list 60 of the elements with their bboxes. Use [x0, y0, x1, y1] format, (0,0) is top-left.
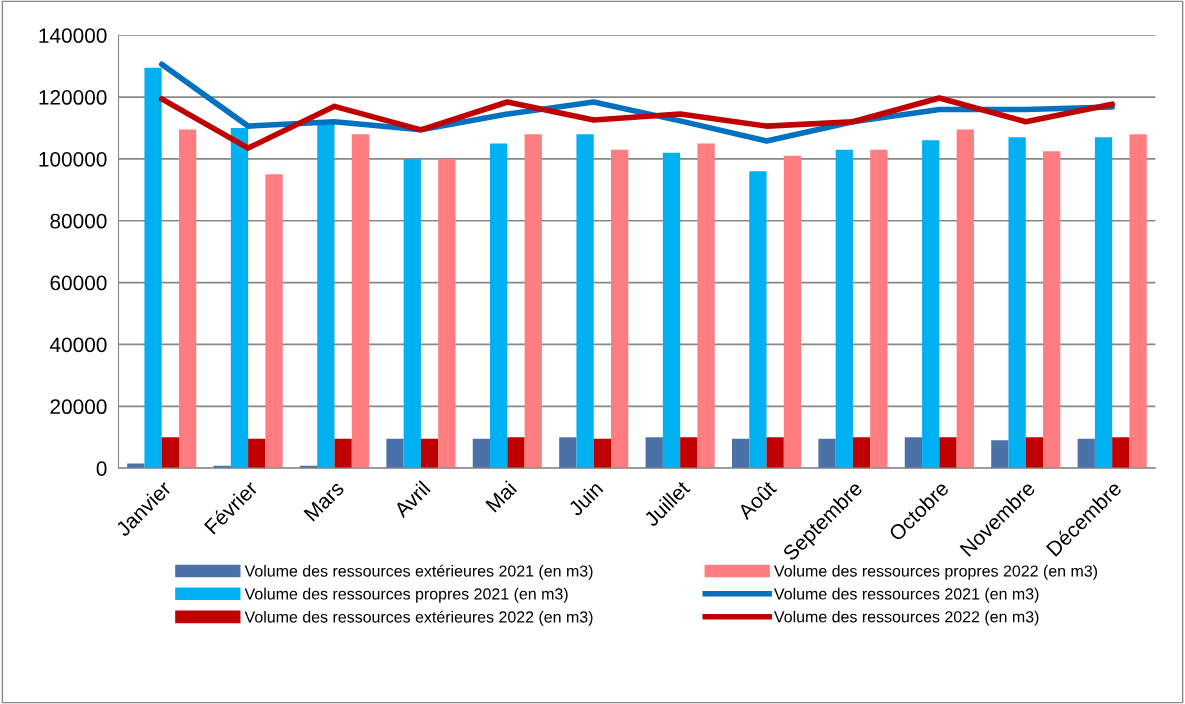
bar — [351, 134, 370, 469]
bar — [1077, 438, 1095, 469]
y-tick-label: 80000 — [50, 213, 107, 229]
bar — [248, 438, 266, 469]
y-tick-label: 0 — [96, 461, 107, 476]
bar — [645, 437, 663, 469]
bar — [662, 152, 681, 469]
legend-label: Volume des ressources propres 2022 (en m3) — [774, 564, 1098, 580]
legend-label: Volume des ressources propres 2021 (en m3) — [244, 587, 568, 603]
bar — [1043, 151, 1061, 469]
bar — [991, 440, 1009, 469]
legend-label: Volume des ressources 2021 (en m3) — [774, 587, 1039, 603]
y-tick-label: 20000 — [50, 399, 107, 415]
bar — [524, 134, 542, 469]
bar — [178, 129, 197, 469]
legend-label: Volume des ressources 2022 (en m3) — [774, 610, 1039, 626]
bar — [230, 127, 249, 469]
bar — [334, 438, 352, 469]
bar — [593, 438, 612, 469]
bar — [749, 171, 767, 469]
bar — [1112, 437, 1130, 469]
bar — [507, 437, 525, 469]
y-tick-label: 140000 — [39, 28, 107, 43]
bar — [420, 438, 439, 469]
y-tick-label: 60000 — [50, 275, 107, 291]
bar — [939, 437, 957, 469]
bar — [922, 140, 940, 469]
bar — [161, 437, 179, 469]
bar — [783, 155, 802, 469]
bar — [1129, 134, 1147, 469]
bar — [559, 437, 577, 469]
legend-label: Volume des ressources extérieures 2022 (en m3) — [244, 610, 593, 626]
legend-label: Volume des ressources extérieures 2021 (en m3) — [244, 564, 593, 580]
bar — [576, 134, 594, 469]
bar — [490, 143, 508, 469]
x-tick-label: Juin — [566, 480, 604, 517]
bar — [835, 149, 853, 469]
x-tick-label: Mai — [484, 480, 518, 513]
bar — [870, 149, 888, 469]
bar — [766, 437, 784, 469]
y-tick-label: 100000 — [39, 151, 107, 167]
bar — [904, 437, 923, 469]
bar — [1025, 437, 1044, 469]
bar — [818, 438, 836, 469]
bar — [852, 437, 871, 469]
bar — [731, 438, 750, 469]
bar — [472, 438, 491, 469]
bar — [438, 158, 456, 469]
bar — [386, 438, 404, 469]
bar — [697, 143, 715, 469]
bar — [265, 174, 283, 469]
bar — [1094, 137, 1113, 469]
bar — [956, 129, 974, 469]
bar — [144, 67, 162, 469]
y-tick-label: 120000 — [39, 90, 107, 105]
bar — [680, 437, 698, 469]
bar — [403, 158, 421, 469]
bar — [1008, 137, 1026, 469]
y-tick-label: 40000 — [49, 337, 107, 353]
bar — [611, 149, 629, 469]
